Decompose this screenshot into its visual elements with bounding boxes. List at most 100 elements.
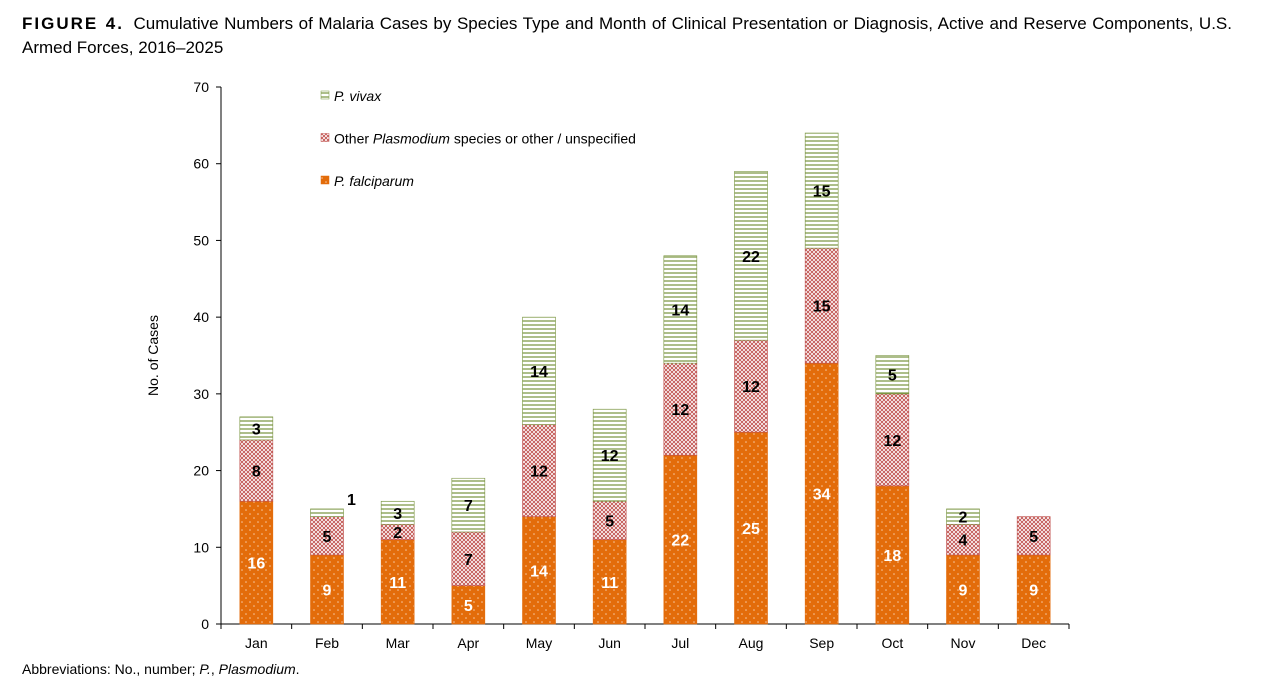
x-tick-label: Feb	[315, 635, 339, 651]
data-label-other: 12	[883, 433, 901, 450]
data-label-other: 5	[1029, 529, 1038, 546]
bar-segment-falciparum	[734, 431, 768, 625]
data-label-other: 12	[671, 402, 689, 419]
legend-swatch-vivax	[320, 90, 330, 100]
x-tick-label: Dec	[1021, 635, 1046, 651]
bar-segment-vivax	[946, 508, 980, 525]
x-tick-label: Nov	[951, 635, 976, 651]
data-label-vivax: 22	[742, 249, 760, 266]
bar-segment-vivax	[380, 500, 415, 525]
legend-label-falciparum: P. falciparum	[334, 173, 414, 189]
bar-segment-other	[946, 523, 980, 556]
x-tick-label: Apr	[457, 635, 479, 651]
data-label-other: 12	[530, 464, 548, 481]
bar-segment-vivax	[875, 355, 910, 395]
footnote: Abbreviations: No., number; P., Plasmodi…	[22, 661, 300, 677]
footnote-middle: ,	[210, 661, 219, 677]
bar-segment-falciparum	[592, 539, 627, 625]
bar-segment-other	[1016, 516, 1051, 556]
legend-label-other: Other Plasmodium species or other / unsp…	[334, 131, 636, 147]
data-label-other: 12	[742, 379, 760, 396]
data-label-other: 2	[393, 525, 402, 542]
bar-segment-other	[804, 247, 839, 364]
data-label-falciparum: 16	[247, 556, 265, 573]
bar-segment-vivax	[663, 255, 698, 364]
data-label-falciparum: 14	[530, 563, 548, 580]
x-tick-label: Aug	[739, 635, 764, 651]
x-tick-label: Jul	[671, 635, 689, 651]
bar-segment-other	[875, 393, 910, 487]
bar-segment-other	[663, 362, 698, 456]
bar-segment-other	[592, 500, 627, 540]
data-label-vivax: 15	[813, 184, 831, 201]
data-label-falciparum: 18	[883, 548, 901, 565]
footnote-italic-abbrev: P.	[199, 661, 211, 677]
x-tick-label: Mar	[386, 635, 410, 651]
data-label-other: 7	[464, 552, 473, 569]
bar-segment-falciparum	[946, 554, 980, 625]
x-tick-label: Jun	[598, 635, 621, 651]
legend-swatch-other	[320, 133, 330, 142]
y-tick-label: 60	[193, 156, 209, 172]
y-tick-label: 10	[193, 539, 209, 555]
chart-bars: 1683951112357714121411512221214251222341…	[239, 132, 1051, 625]
data-label-falciparum: 9	[1029, 582, 1038, 599]
x-tick-label: May	[526, 635, 552, 651]
bar-segment-other	[734, 339, 768, 433]
data-label-vivax: 5	[888, 368, 897, 385]
bar-segment-vivax	[734, 171, 768, 341]
figure-title: FIGURE 4. Cumulative Numbers of Malaria …	[22, 12, 1232, 60]
bar-segment-falciparum	[1016, 554, 1051, 625]
bar-segment-vivax	[804, 132, 839, 249]
data-label-vivax: 7	[464, 498, 473, 515]
legend-label-vivax: P. vivax	[334, 88, 382, 104]
figure-label: FIGURE 4.	[22, 14, 124, 33]
y-tick-label: 20	[193, 463, 209, 479]
x-tick-label: Oct	[881, 635, 903, 651]
data-label-vivax: 1	[347, 492, 356, 509]
bar-segment-vivax	[522, 316, 556, 425]
footnote-suffix: .	[295, 661, 300, 677]
data-label-falciparum: 9	[323, 582, 332, 599]
y-tick-label: 0	[201, 616, 209, 632]
y-tick-label: 70	[193, 79, 209, 95]
y-axis-label: No. of Cases	[145, 315, 161, 396]
data-label-other: 4	[959, 533, 968, 550]
y-tick-label: 30	[193, 386, 209, 402]
footnote-prefix: Abbreviations: No., number;	[22, 661, 200, 677]
bar-segment-falciparum	[804, 362, 839, 625]
bar-segment-vivax	[239, 416, 274, 441]
bar-segment-vivax	[592, 408, 627, 502]
data-label-other: 8	[252, 464, 261, 481]
bar-segment-other	[239, 439, 274, 502]
x-tick-label: Sep	[809, 635, 834, 651]
bar-segment-falciparum	[451, 585, 486, 625]
legend-swatch-falciparum	[320, 175, 330, 185]
bar-segment-falciparum	[663, 454, 698, 625]
bar-segment-falciparum	[310, 554, 344, 625]
data-label-falciparum: 11	[389, 575, 406, 592]
data-label-vivax: 3	[252, 421, 261, 438]
figure-title-text: Cumulative Numbers of Malaria Cases by S…	[22, 14, 1232, 57]
data-label-falciparum: 34	[813, 487, 831, 504]
bar-segment-vivax	[310, 508, 344, 517]
data-label-vivax: 2	[959, 510, 968, 527]
data-label-falciparum: 22	[671, 533, 689, 550]
bar-segment-falciparum	[380, 539, 415, 625]
footnote-italic-term: Plasmodium	[218, 661, 296, 677]
data-label-falciparum: 11	[601, 575, 618, 592]
data-label-vivax: 12	[601, 448, 619, 465]
x-tick-label: Jan	[245, 635, 268, 651]
chart-legend: P. vivax Other Plasmodium species or othe…	[320, 88, 636, 189]
data-label-vivax: 14	[530, 364, 548, 381]
bar-segment-falciparum	[239, 500, 274, 625]
data-label-vivax: 3	[393, 506, 402, 523]
y-tick-label: 40	[193, 309, 209, 325]
bar-segment-vivax	[451, 477, 486, 533]
data-label-falciparum: 5	[464, 598, 473, 615]
data-label-vivax: 14	[671, 302, 689, 319]
data-label-falciparum: 9	[959, 582, 968, 599]
data-label-falciparum: 25	[742, 521, 760, 538]
y-tick-label: 50	[193, 232, 209, 248]
